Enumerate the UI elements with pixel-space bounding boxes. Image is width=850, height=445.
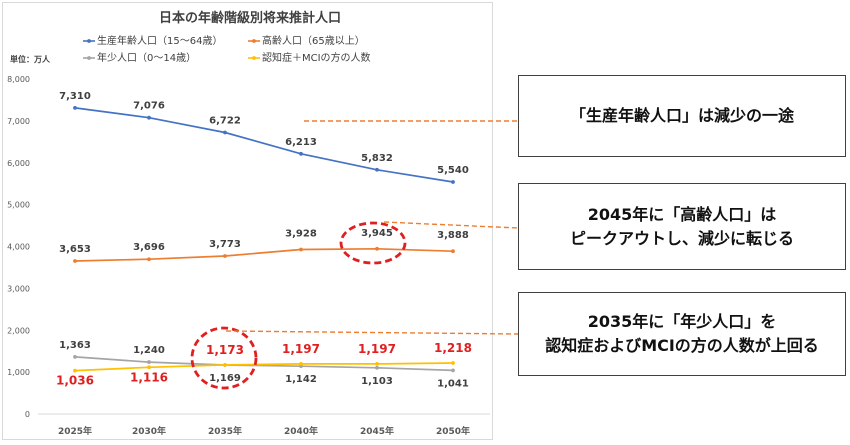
y-tick-label: 4,000 <box>7 243 30 252</box>
data-point-s3-1 <box>147 365 151 370</box>
data-label-s2-4: 1,103 <box>361 376 393 387</box>
legend-label-3: 認知症＋MCIの方の人数 <box>262 51 371 64</box>
callout-elderly-peak: 2045年に「高齢人口」は ピークアウトし、減少に転じる <box>518 183 846 270</box>
legend-marker-2 <box>87 56 91 60</box>
callout-working-age: 「生産年齢人口」は減少の一途 <box>518 75 846 157</box>
data-point-s2-4 <box>375 365 379 370</box>
callout-working-age-text: 「生産年齢人口」は減少の一途 <box>569 106 794 125</box>
x-tick-label: 2035年 <box>208 425 242 437</box>
chart-title: 日本の年齢階級別将来推計人口 <box>159 10 341 26</box>
y-tick-label: 2,000 <box>7 326 30 335</box>
data-point-s1-4 <box>375 246 379 251</box>
y-tick-label: 3,000 <box>7 284 30 293</box>
data-label-s2-3: 1,142 <box>285 374 317 385</box>
x-tick-label: 2045年 <box>360 425 394 437</box>
highlight-circle-2035 <box>190 326 258 390</box>
data-point-s0-0 <box>73 105 77 110</box>
y-tick-label: 8,000 <box>7 75 30 84</box>
data-point-s1-1 <box>147 257 151 262</box>
data-point-s0-4 <box>375 167 379 172</box>
y-tick-label: 5,000 <box>7 201 30 210</box>
series-line-2 <box>74 356 454 372</box>
data-point-s1-2 <box>223 254 227 258</box>
callout-elderly-peak-text: 2045年に「高齢人口」は ピークアウトし、減少に転じる <box>569 204 794 248</box>
data-point-s1-3 <box>299 247 303 252</box>
data-label-s1-3: 3,928 <box>285 229 317 240</box>
unit-label: 単位：万人 <box>10 54 51 64</box>
data-label-s1-1: 3,696 <box>133 242 165 253</box>
data-label-s2-5: 1,041 <box>437 378 469 389</box>
highlight-circle-2045 <box>339 221 407 265</box>
y-tick-label: 1,000 <box>7 368 30 377</box>
data-point-s2-5 <box>451 368 455 373</box>
data-label-s1-4: 3,945 <box>361 228 393 239</box>
data-point-s2-0 <box>73 355 77 359</box>
legend-label-1: 高齢人口（65歳以上） <box>262 34 365 47</box>
data-label-s0-0: 7,310 <box>59 91 91 102</box>
y-tick-label: 7,000 <box>7 117 30 126</box>
data-label-s0-2: 6,722 <box>209 116 241 127</box>
data-label-s1-0: 3,653 <box>59 244 91 255</box>
data-label-s2-0: 1,363 <box>59 340 91 351</box>
data-label-s0-3: 6,213 <box>285 137 317 148</box>
data-label-s0-5: 5,540 <box>437 165 469 176</box>
data-label-s3-5: 1,218 <box>434 341 472 355</box>
data-point-s0-2 <box>223 130 227 135</box>
x-tick-label: 2025年 <box>58 425 92 437</box>
callout-line-elderly-peak <box>383 221 519 229</box>
chart-frame <box>2 2 493 440</box>
data-point-s1-0 <box>73 259 77 263</box>
callout-line-dementia <box>225 330 519 335</box>
data-label-s0-1: 7,076 <box>133 101 165 112</box>
data-point-s0-3 <box>299 151 303 156</box>
data-label-s0-4: 5,832 <box>361 153 393 164</box>
data-label-s3-4: 1,197 <box>358 342 396 356</box>
data-label-s1-5: 3,888 <box>437 230 469 241</box>
data-label-s2-1: 1,240 <box>133 345 165 356</box>
callout-dementia-crossover-text: 2035年に「年少人口」を 認知症およびMCIの方の人数が上回る <box>545 312 819 355</box>
legend-label-2: 年少人口（0〜14歳） <box>97 51 196 64</box>
data-point-s3-2 <box>223 362 227 367</box>
callout-dementia-crossover: 2035年に「年少人口」を 認知症およびMCIの方の人数が上回る <box>518 292 846 376</box>
legend-label-0: 生産年齢人口（15〜64歳） <box>97 34 222 47</box>
data-point-s3-4 <box>375 361 379 366</box>
x-tick-label: 2050年 <box>436 425 470 437</box>
x-tick-label: 2040年 <box>284 425 318 437</box>
y-tick-label: 0 <box>25 410 30 419</box>
data-point-s0-5 <box>451 180 455 184</box>
data-point-s1-5 <box>451 249 455 254</box>
data-point-s3-0 <box>73 368 77 373</box>
data-point-s3-5 <box>451 361 455 365</box>
series-line-3 <box>74 362 454 372</box>
y-tick-label: 6,000 <box>7 159 30 168</box>
data-label-s1-2: 3,773 <box>209 239 241 250</box>
data-label-s3-0: 1,036 <box>56 374 94 388</box>
data-label-s3-1: 1,116 <box>130 370 168 384</box>
data-label-s3-3: 1,197 <box>282 342 320 356</box>
legend-marker-0 <box>87 39 91 43</box>
data-label-s3-2: 1,173 <box>206 343 244 357</box>
legend-marker-1 <box>252 39 256 43</box>
legend-marker-3 <box>252 56 256 60</box>
series-line-1 <box>74 247 454 262</box>
data-point-s0-1 <box>147 115 151 120</box>
data-label-s2-2: 1,169 <box>209 373 241 384</box>
data-point-s2-1 <box>147 360 151 364</box>
x-tick-label: 2030年 <box>132 425 166 437</box>
data-point-s3-3 <box>299 361 303 366</box>
series-line-0 <box>74 107 454 183</box>
